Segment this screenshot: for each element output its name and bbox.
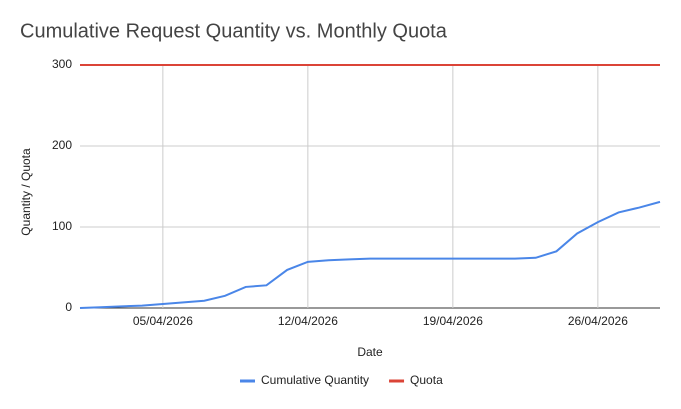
- legend-label: Cumulative Quantity: [261, 373, 369, 387]
- legend-label: Quota: [410, 373, 443, 387]
- series-line: [79, 200, 661, 309]
- x-tick-label: 05/04/2026: [133, 314, 193, 328]
- y-axis-label: Quantity / Quota: [19, 148, 33, 236]
- y-tick-label: 300: [52, 57, 72, 71]
- chart-title: Cumulative Request Quantity vs. Monthly …: [20, 20, 448, 42]
- y-tick-label: 0: [65, 300, 72, 314]
- x-tick-label: 12/04/2026: [278, 314, 338, 328]
- y-tick-label: 200: [52, 138, 72, 152]
- x-tick-label: 26/04/2026: [568, 314, 628, 328]
- x-axis-label: Date: [357, 345, 383, 359]
- x-tick-label: 19/04/2026: [423, 314, 483, 328]
- y-tick-label: 100: [52, 219, 72, 233]
